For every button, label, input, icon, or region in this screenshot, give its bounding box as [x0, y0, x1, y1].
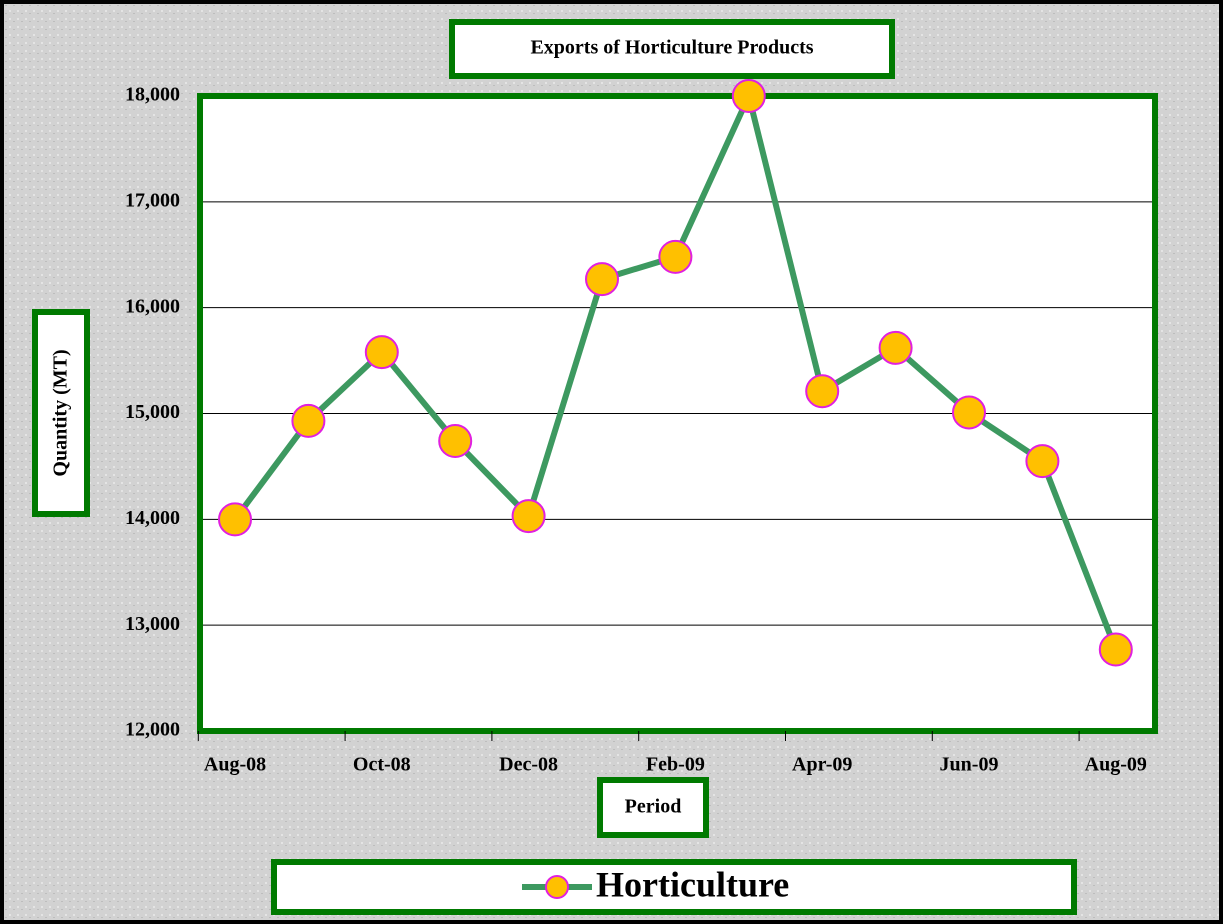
data-point [291, 403, 326, 438]
x-tick-label: Feb-09 [646, 754, 705, 776]
data-point [1098, 632, 1133, 667]
y-axis-label: Quantity (MT) [50, 349, 72, 476]
y-tick-label: 12,000 [125, 719, 180, 741]
legend-marker [545, 875, 569, 899]
plot-border [197, 93, 1158, 734]
data-point [952, 395, 986, 430]
data-point [731, 79, 766, 113]
data-point [1025, 444, 1060, 479]
y-tick-label: 16,000 [125, 295, 180, 317]
y-label-box [32, 309, 90, 517]
legend-label: Horticulture [596, 864, 789, 904]
x-tick-label: Jun-09 [940, 754, 999, 776]
data-point [511, 499, 546, 534]
chart-title: Exports of Horticulture Products [530, 37, 813, 59]
y-tick-label: 14,000 [125, 507, 180, 529]
data-point [218, 502, 252, 537]
x-tick-label: Dec-08 [499, 754, 558, 776]
y-tick-label: 13,000 [125, 613, 180, 635]
legend-box [271, 859, 1077, 915]
data-point [878, 330, 913, 365]
x-label-box [597, 777, 709, 838]
data-point [805, 374, 840, 409]
data-point [585, 262, 619, 297]
title-box [449, 19, 895, 79]
y-tick-label: 15,000 [125, 401, 180, 423]
x-tick-label: Aug-08 [204, 754, 266, 776]
y-tick-label: 18,000 [125, 84, 180, 106]
x-tick-label: Apr-09 [792, 754, 852, 776]
x-axis-label: Period [625, 796, 682, 818]
x-tick-label: Aug-09 [1085, 754, 1147, 776]
x-tick-label: Oct-08 [353, 754, 411, 776]
data-point [438, 424, 473, 459]
data-point [364, 335, 399, 370]
data-point [658, 239, 693, 274]
y-tick-label: 17,000 [125, 189, 180, 211]
